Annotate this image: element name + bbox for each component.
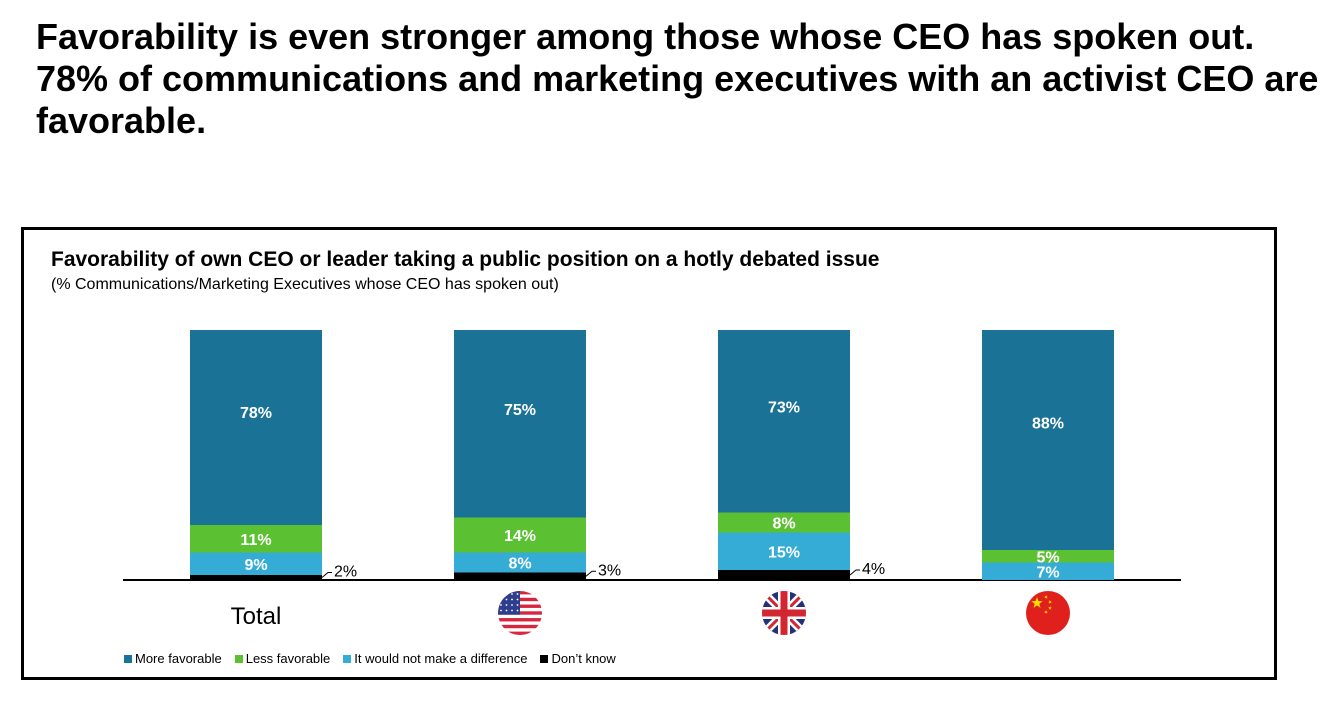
data-label: 3% [598, 562, 621, 579]
legend-item-less-favorable: Less favorable [234, 651, 331, 666]
bar-segment [454, 330, 586, 518]
bar-segment [454, 572, 586, 580]
chart-legend: More favorable Less favorable It would n… [124, 651, 629, 666]
chart-subtitle: (% Communications/Marketing Executives w… [51, 276, 559, 293]
bar-segment [190, 525, 322, 553]
chart-panel [21, 227, 1277, 680]
legend-label: It would not make a difference [354, 651, 528, 666]
data-label: 78% [240, 405, 272, 422]
chart-title: Favorability of own CEO or leader taking… [51, 248, 880, 271]
legend-swatch [343, 654, 352, 663]
bar-segment [718, 330, 850, 513]
bar-segment [982, 550, 1114, 563]
category-label: Total [231, 603, 282, 630]
legend-item-more-favorable: More favorable [124, 651, 222, 666]
legend-swatch [124, 654, 132, 663]
bar-segment [454, 517, 586, 553]
data-label: 7% [1036, 564, 1059, 581]
legend-label: More favorable [135, 651, 222, 666]
page-headline: Favorability is even stronger among thos… [36, 16, 1319, 141]
legend-item-no-difference: It would not make a difference [343, 651, 527, 666]
data-label: 15% [768, 544, 800, 561]
data-label: 9% [244, 557, 267, 574]
legend-swatch [540, 654, 549, 663]
label-leader-line [321, 572, 332, 578]
bar-segment [454, 552, 586, 573]
bar-segment [190, 552, 322, 575]
bar-segment [982, 330, 1114, 550]
data-label: 4% [862, 561, 885, 578]
legend-item-dont-know: Don’t know [540, 651, 616, 666]
legend-swatch [234, 654, 243, 663]
us-flag-icon [498, 591, 542, 635]
data-label: 14% [504, 528, 536, 545]
data-label: 8% [772, 516, 795, 533]
bar-segment [190, 575, 322, 580]
bar-segment [718, 570, 850, 580]
label-leader-line [585, 570, 596, 577]
data-label: 73% [768, 400, 800, 417]
uk-flag-icon [762, 591, 806, 635]
data-label: 5% [1036, 549, 1059, 566]
china-flag-icon [1026, 591, 1070, 635]
data-label: 11% [240, 532, 271, 549]
label-leader-line [849, 569, 860, 576]
bar-segment [718, 532, 850, 570]
data-label: 2% [334, 564, 357, 581]
bar-segment [718, 512, 850, 533]
bar-segment [190, 330, 322, 525]
data-label: 88% [1032, 415, 1064, 432]
legend-label: Less favorable [245, 651, 331, 666]
data-label: 8% [508, 556, 531, 573]
bar-segment [982, 562, 1114, 580]
legend-label: Don’t know [551, 651, 616, 666]
data-label: 75% [504, 402, 536, 419]
